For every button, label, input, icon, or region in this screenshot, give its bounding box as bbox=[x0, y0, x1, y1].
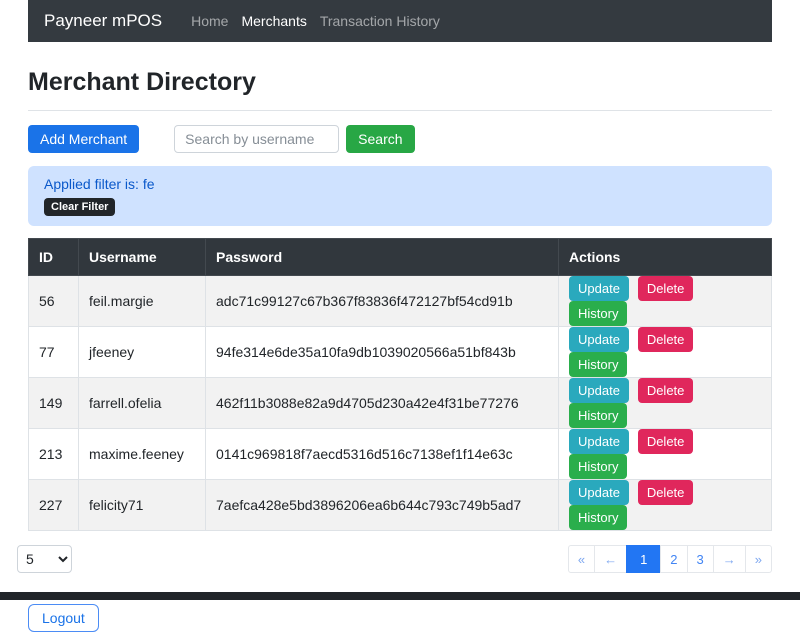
cell-actions: Update Delete History bbox=[558, 428, 772, 480]
cell-password: 94fe314e6de35a10fa9db1039020566a51bf843b bbox=[205, 326, 559, 378]
search-input[interactable] bbox=[174, 125, 340, 153]
history-button[interactable]: History bbox=[569, 301, 628, 326]
logout-button[interactable]: Logout bbox=[28, 604, 99, 632]
pagination-first[interactable]: « bbox=[567, 545, 596, 573]
update-button[interactable]: Update bbox=[569, 429, 629, 454]
cell-id: 56 bbox=[28, 275, 79, 327]
cell-username: feil.margie bbox=[78, 275, 206, 327]
delete-button[interactable]: Delete bbox=[637, 378, 694, 403]
page-title: Merchant Directory bbox=[28, 68, 256, 96]
header-username: Username bbox=[78, 238, 206, 276]
delete-button[interactable]: Delete bbox=[637, 480, 694, 505]
delete-button[interactable]: Delete bbox=[637, 276, 694, 301]
cell-password: adc71c99127c67b367f83836f472127bf54cd91b bbox=[205, 275, 559, 327]
footer-bar bbox=[0, 592, 800, 600]
cell-password: 462f11b3088e82a9d4705d230a42e4f31be77276 bbox=[205, 377, 559, 429]
divider bbox=[28, 110, 772, 111]
cell-actions: Update Delete History bbox=[558, 479, 772, 531]
cell-id: 227 bbox=[28, 479, 79, 531]
cell-actions: Update Delete History bbox=[558, 326, 772, 378]
header-password: Password bbox=[205, 238, 559, 276]
cell-actions: Update Delete History bbox=[558, 275, 772, 327]
cell-actions: Update Delete History bbox=[558, 377, 772, 429]
table-row: 56 feil.margie adc71c99127c67b367f83836f… bbox=[28, 275, 772, 327]
pagination-page-2[interactable]: 2 bbox=[660, 545, 688, 573]
nav-item-transaction-history[interactable]: Transaction History bbox=[319, 13, 440, 29]
history-button[interactable]: History bbox=[569, 403, 628, 428]
pagination-page-1[interactable]: 1 bbox=[626, 545, 662, 573]
cell-username: maxime.feeney bbox=[78, 428, 206, 480]
cell-id: 149 bbox=[28, 377, 79, 429]
table-row: 149 farrell.ofelia 462f11b3088e82a9d4705… bbox=[28, 377, 772, 429]
nav-item-merchants[interactable]: Merchants bbox=[241, 13, 307, 29]
cell-password: 7aefca428e5bd3896206ea6b644c793c749b5ad7 bbox=[205, 479, 559, 531]
applied-filter-text: Applied filter is: fe bbox=[44, 176, 155, 192]
nav-item-home[interactable]: Home bbox=[191, 13, 229, 29]
table-header-row: ID Username Password Actions bbox=[28, 238, 772, 276]
page-size-select[interactable]: 5 bbox=[17, 545, 72, 573]
pagination-last[interactable]: » bbox=[744, 545, 772, 573]
cell-id: 77 bbox=[28, 326, 79, 378]
pagination: « ← 1 2 3 → » bbox=[567, 545, 772, 573]
update-button[interactable]: Update bbox=[569, 378, 629, 403]
cell-username: farrell.ofelia bbox=[78, 377, 206, 429]
applied-filter-alert: Applied filter is: fe Clear Filter bbox=[28, 166, 772, 226]
header-actions: Actions bbox=[558, 238, 772, 276]
table-row: 213 maxime.feeney 0141c969818f7aecd5316d… bbox=[28, 428, 772, 480]
history-button[interactable]: History bbox=[569, 352, 628, 377]
clear-filter-button[interactable]: Clear Filter bbox=[44, 198, 116, 216]
cell-id: 213 bbox=[28, 428, 79, 480]
pagination-prev[interactable]: ← bbox=[594, 545, 628, 573]
pagination-next[interactable]: → bbox=[712, 545, 746, 573]
delete-button[interactable]: Delete bbox=[637, 327, 694, 352]
header-id: ID bbox=[28, 238, 79, 276]
cell-username: felicity71 bbox=[78, 479, 206, 531]
delete-button[interactable]: Delete bbox=[637, 429, 694, 454]
merchant-table: ID Username Password Actions 56 feil.mar… bbox=[28, 238, 772, 531]
cell-password: 0141c969818f7aecd5316d516c7138ef1f14e63c bbox=[205, 428, 559, 480]
cell-username: jfeeney bbox=[78, 326, 206, 378]
table-row: 77 jfeeney 94fe314e6de35a10fa9db10390205… bbox=[28, 326, 772, 378]
history-button[interactable]: History bbox=[569, 505, 628, 530]
search-button[interactable]: Search bbox=[346, 125, 415, 153]
navbar: Payneer mPOS Home Merchants Transaction … bbox=[28, 0, 772, 42]
update-button[interactable]: Update bbox=[569, 327, 629, 352]
add-merchant-button[interactable]: Add Merchant bbox=[28, 125, 140, 153]
table-footer: 5 « ← 1 2 3 → » bbox=[17, 545, 772, 573]
update-button[interactable]: Update bbox=[569, 480, 629, 505]
pagination-page-3[interactable]: 3 bbox=[686, 545, 714, 573]
history-button[interactable]: History bbox=[569, 454, 628, 479]
table-row: 227 felicity71 7aefca428e5bd3896206ea6b6… bbox=[28, 479, 772, 531]
update-button[interactable]: Update bbox=[569, 276, 629, 301]
toolbar: Add Merchant Search bbox=[28, 125, 772, 153]
brand-link[interactable]: Payneer mPOS bbox=[44, 11, 163, 30]
